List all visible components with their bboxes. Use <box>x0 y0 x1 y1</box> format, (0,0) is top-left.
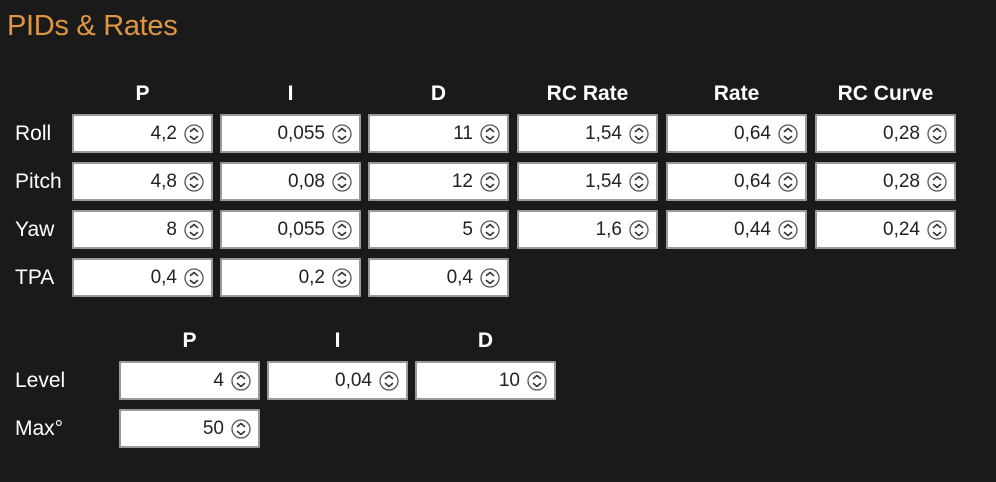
stepper-arrows-icon[interactable] <box>184 267 204 289</box>
pitch-d-input[interactable]: 12 <box>368 162 509 201</box>
yaw-rate-input[interactable]: 0,44 <box>666 210 807 249</box>
stepper-arrows-icon[interactable] <box>480 219 500 241</box>
stepper-arrows-icon[interactable] <box>332 171 352 193</box>
field-value: 0,28 <box>883 171 920 192</box>
roll-d-input[interactable]: 11 <box>368 114 509 153</box>
field-value: 12 <box>451 171 473 192</box>
level-p-input[interactable]: 4 <box>119 361 260 400</box>
pitch-rate-input[interactable]: 0,64 <box>666 162 807 201</box>
yaw-d-input[interactable]: 5 <box>368 210 509 249</box>
column-header-d: D <box>430 82 447 105</box>
field-value: 1,6 <box>595 219 622 240</box>
roll-rc-rate-input[interactable]: 1,54 <box>517 114 658 153</box>
field-value: 0,64 <box>734 123 771 144</box>
field-value: 8 <box>166 219 177 240</box>
tpa-d-input[interactable]: 0,4 <box>368 258 509 297</box>
field-value: 1,54 <box>585 171 622 192</box>
stepper-arrows-icon[interactable] <box>231 370 251 392</box>
pitch-rc-curve-input[interactable]: 0,28 <box>815 162 956 201</box>
row-label-roll: Roll <box>15 122 52 145</box>
pitch-p-input[interactable]: 4,8 <box>72 162 213 201</box>
roll-rc-curve-input[interactable]: 0,28 <box>815 114 956 153</box>
stepper-arrows-icon[interactable] <box>332 219 352 241</box>
pitch-i-input[interactable]: 0,08 <box>220 162 361 201</box>
stepper-arrows-icon[interactable] <box>184 219 204 241</box>
row-label-pitch: Pitch <box>15 170 62 193</box>
level-d-input[interactable]: 10 <box>415 361 556 400</box>
level-column-header-d: D <box>477 329 494 352</box>
field-value: 4 <box>213 370 224 391</box>
field-value: 0,4 <box>446 267 473 288</box>
stepper-arrows-icon[interactable] <box>778 123 798 145</box>
stepper-arrows-icon[interactable] <box>927 219 947 241</box>
stepper-arrows-icon[interactable] <box>527 370 547 392</box>
column-header-i: I <box>287 82 294 105</box>
page-title: PIDs & Rates <box>7 10 178 42</box>
roll-i-input[interactable]: 0,055 <box>220 114 361 153</box>
stepper-arrows-icon[interactable] <box>778 219 798 241</box>
stepper-arrows-icon[interactable] <box>778 171 798 193</box>
yaw-p-input[interactable]: 8 <box>72 210 213 249</box>
roll-rate-input[interactable]: 0,64 <box>666 114 807 153</box>
stepper-arrows-icon[interactable] <box>480 123 500 145</box>
field-value: 1,54 <box>585 123 622 144</box>
field-value: 5 <box>462 219 473 240</box>
column-header-p: P <box>135 82 150 105</box>
level-column-header-p: P <box>182 329 197 352</box>
field-value: 0,44 <box>734 219 771 240</box>
stepper-arrows-icon[interactable] <box>629 123 649 145</box>
row-label-yaw: Yaw <box>15 218 55 241</box>
stepper-arrows-icon[interactable] <box>480 171 500 193</box>
field-value: 11 <box>453 123 473 144</box>
field-value: 0,08 <box>288 171 325 192</box>
field-value: 0,055 <box>277 123 325 144</box>
level-i-input[interactable]: 0,04 <box>267 361 408 400</box>
column-header-rc-rate: RC Rate <box>546 82 629 105</box>
field-value: 0,24 <box>883 219 920 240</box>
stepper-arrows-icon[interactable] <box>184 171 204 193</box>
tpa-p-input[interactable]: 0,4 <box>72 258 213 297</box>
stepper-arrows-icon[interactable] <box>332 123 352 145</box>
stepper-arrows-icon[interactable] <box>379 370 399 392</box>
stepper-arrows-icon[interactable] <box>231 418 251 440</box>
field-value: 0,64 <box>734 171 771 192</box>
field-value: 0,28 <box>883 123 920 144</box>
yaw-rc-rate-input[interactable]: 1,6 <box>517 210 658 249</box>
yaw-rc-curve-input[interactable]: 0,24 <box>815 210 956 249</box>
column-header-rc-curve: RC Curve <box>837 82 934 105</box>
stepper-arrows-icon[interactable] <box>332 267 352 289</box>
tpa-i-input[interactable]: 0,2 <box>220 258 361 297</box>
stepper-arrows-icon[interactable] <box>184 123 204 145</box>
level-column-header-i: I <box>334 329 341 352</box>
field-value: 0,04 <box>335 370 372 391</box>
field-value: 4,2 <box>150 123 177 144</box>
row-label-max-angle: Max° <box>15 417 64 440</box>
field-value: 50 <box>202 418 224 439</box>
field-value: 0,4 <box>150 267 177 288</box>
stepper-arrows-icon[interactable] <box>927 123 947 145</box>
field-value: 4,8 <box>150 171 177 192</box>
yaw-i-input[interactable]: 0,055 <box>220 210 361 249</box>
max-angle-input[interactable]: 50 <box>119 409 260 448</box>
pitch-rc-rate-input[interactable]: 1,54 <box>517 162 658 201</box>
stepper-arrows-icon[interactable] <box>480 267 500 289</box>
field-value: 0,2 <box>298 267 325 288</box>
stepper-arrows-icon[interactable] <box>629 171 649 193</box>
field-value: 10 <box>498 370 520 391</box>
field-value: 0,055 <box>277 219 325 240</box>
row-label-tpa: TPA <box>15 266 55 289</box>
stepper-arrows-icon[interactable] <box>629 219 649 241</box>
roll-p-input[interactable]: 4,2 <box>72 114 213 153</box>
column-header-rate: Rate <box>713 82 760 105</box>
stepper-arrows-icon[interactable] <box>927 171 947 193</box>
row-label-level: Level <box>15 369 66 392</box>
